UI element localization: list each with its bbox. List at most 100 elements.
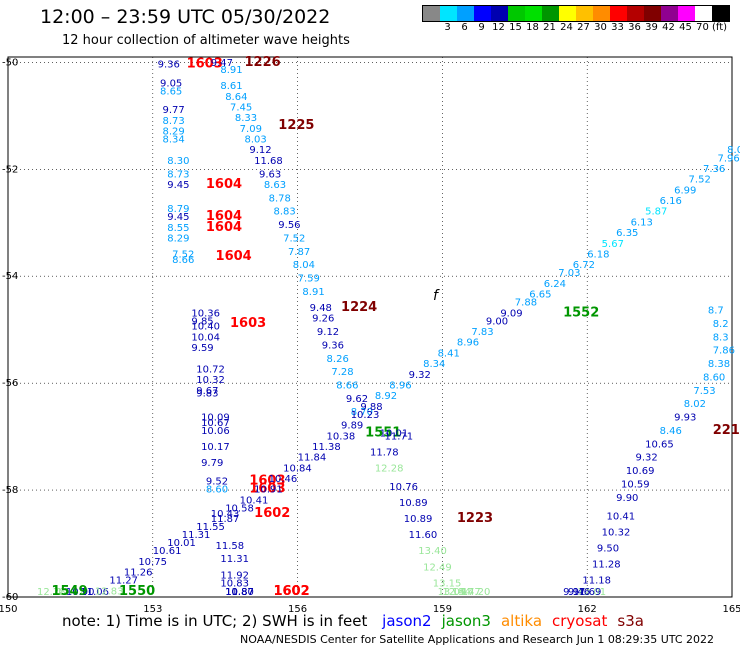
wave-height-label: 8.65: [160, 86, 182, 97]
wave-height-label: 8.61: [220, 81, 242, 92]
color-swatch: [627, 6, 644, 21]
wave-height-label: 9.56: [278, 220, 300, 231]
wave-height-label: 7.28: [331, 367, 353, 378]
wave-height-label: 8.34: [162, 135, 184, 146]
wave-height-label: 11.27: [109, 576, 138, 587]
color-swatch: [457, 6, 474, 21]
pass-id-label: 1552: [563, 305, 599, 320]
note-text: note: 1) Time is in UTC; 2) SWH is in fe…: [62, 612, 368, 630]
wave-height-label: 8.60: [703, 372, 725, 383]
wave-height-label: 10.89: [404, 514, 433, 525]
wave-height-label: 8.91: [302, 287, 324, 298]
color-swatch: [610, 6, 627, 21]
color-swatch: [491, 6, 508, 21]
wave-height-label: 8.60: [206, 485, 228, 496]
color-legend-label: 18: [526, 22, 539, 33]
color-swatch: [576, 6, 593, 21]
color-swatch: [695, 6, 712, 21]
color-swatch: [593, 6, 610, 21]
wave-height-label: 8.34: [423, 359, 445, 370]
pass-id-label: 1602: [273, 584, 309, 599]
wave-height-label: 9.83: [196, 389, 218, 400]
wave-height-label: 9.52: [206, 477, 228, 488]
wave-height-label: 8.02: [684, 399, 706, 410]
color-legend-label: 30: [594, 22, 607, 33]
wave-height-label: 8.73: [162, 116, 184, 127]
wave-height-label: 8.46: [660, 426, 682, 437]
wave-height-label: 9.59: [191, 343, 213, 354]
wave-height-label: 8.64: [225, 92, 247, 103]
wave-height-label: 13.15: [433, 578, 462, 589]
wave-height-label: 10.32: [602, 528, 631, 539]
mission-altika: altika: [500, 612, 543, 630]
color-swatch: [644, 6, 661, 21]
wave-height-label: 8.41: [438, 348, 460, 359]
y-tick-label: -60: [2, 592, 18, 603]
wave-height-label: 9.09: [500, 308, 522, 319]
wave-height-label: 10.89: [399, 498, 428, 509]
wave-height-label: 12.28: [37, 587, 66, 598]
wave-height-label: 8.70: [351, 407, 373, 418]
wave-height-label: 14.20: [462, 587, 491, 598]
wave-height-label: 9.47: [211, 58, 233, 69]
wave-height-label: 10.61: [153, 546, 182, 557]
color-swatch: [712, 6, 729, 21]
wave-height-label: 12.54: [442, 587, 471, 598]
wave-height-label: 10.67: [201, 418, 230, 429]
wave-height-label: 10.06: [201, 426, 230, 437]
wave-height-label: 7.09: [240, 124, 262, 135]
wave-height-label: 10.36: [191, 308, 220, 319]
wave-height-label: 10.04: [191, 332, 220, 343]
x-tick-label: 162: [578, 604, 597, 615]
wave-height-label: 10.41: [607, 511, 636, 522]
wave-height-label: 8.3: [713, 332, 729, 343]
wave-height-label: 11.31: [182, 530, 211, 541]
wave-height-label: 9.45: [167, 180, 189, 191]
color-legend-label: 33: [611, 22, 624, 33]
wave-height-label: 10.38: [327, 431, 356, 442]
wave-height-label: 6.72: [573, 260, 595, 271]
wave-height-label: 9.32: [635, 453, 657, 464]
color-swatch: [661, 6, 678, 21]
wave-height-label: 11.28: [592, 560, 621, 571]
wave-height-label: 10.87: [225, 587, 254, 598]
wave-height-label: 9.97: [563, 587, 585, 598]
wave-height-label: 10.83: [220, 578, 249, 589]
wave-height-label: 6.35: [616, 228, 638, 239]
wave-height-label: 8.38: [708, 359, 730, 370]
pass-id-label: 1549: [51, 584, 87, 599]
pass-id-label: 1223: [457, 511, 493, 526]
wave-height-label: 11.84: [298, 453, 327, 464]
color-swatch: [559, 6, 576, 21]
wave-height-label: 9.00: [486, 316, 508, 327]
footer-credit: NOAA/NESDIS Center for Satellite Applica…: [240, 633, 715, 646]
page-title: 12:00 – 23:59 UTC 05/30/2022: [40, 6, 331, 28]
wave-height-label: 10.90: [66, 587, 95, 598]
wave-height-label: 8.79: [167, 204, 189, 215]
wave-height-label: 8.03: [245, 135, 267, 146]
color-legend-label: 70: [696, 22, 709, 33]
wave-height-label: 11.31: [220, 554, 249, 565]
wave-height-label: 8.04: [293, 260, 315, 271]
pass-id-label: 1224: [341, 300, 377, 315]
pass-id-label: 1604: [206, 177, 242, 192]
wave-height-label: 9.36: [158, 60, 180, 71]
footer-note: note: 1) Time is in UTC; 2) SWH is in fe…: [62, 612, 644, 630]
wave-height-label: 7.53: [693, 386, 715, 397]
wave-height-label: 10.84: [283, 463, 312, 474]
wave-height-label: 7.86: [713, 346, 735, 357]
wave-height-label: 11.92: [220, 570, 249, 581]
wave-height-label: 10.40: [191, 322, 220, 333]
pass-id-label: 1226: [245, 55, 281, 70]
wave-height-label: 9.90: [616, 493, 638, 504]
wave-height-label: 11.68: [254, 156, 283, 167]
x-tick-label: 156: [288, 604, 307, 615]
wave-height-label: 9.63: [259, 169, 281, 180]
wave-height-label: 8.29: [162, 127, 184, 138]
wave-height-label: 8.91: [220, 65, 242, 76]
wave-height-label: 9.88: [360, 402, 382, 413]
pass-id-label: 1604: [216, 249, 252, 264]
y-tick-label: -54: [2, 271, 18, 282]
wave-height-label: 7.52: [283, 233, 305, 244]
pass-id-label: 1603: [230, 316, 266, 331]
